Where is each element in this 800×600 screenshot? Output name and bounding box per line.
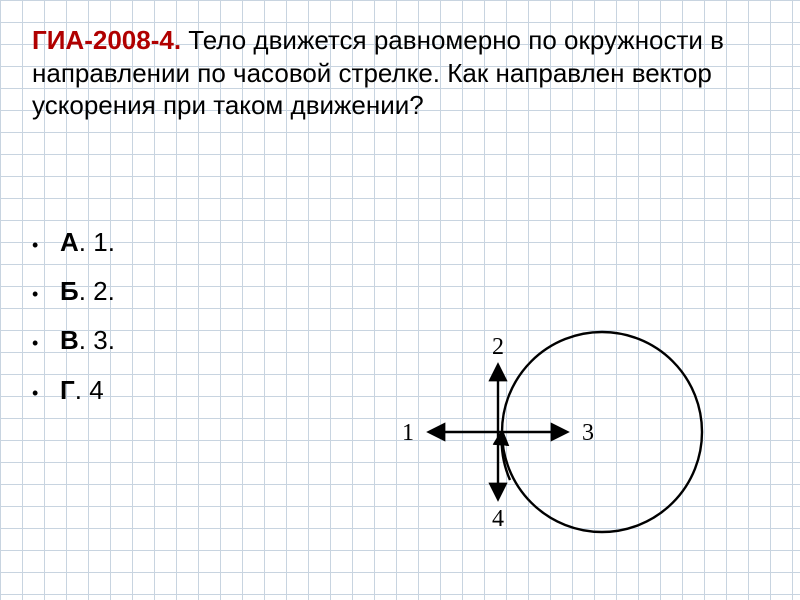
answer-sep: . — [79, 227, 93, 257]
answer-letter: В — [60, 325, 79, 355]
answer-letter: Б — [60, 276, 79, 306]
bullet-icon: • — [32, 228, 60, 262]
question-text: ГИА-2008-4. Тело движется равномерно по … — [32, 24, 768, 122]
label-left: 1 — [402, 420, 414, 446]
physics-diagram: 2 3 4 1 — [370, 300, 750, 560]
answer-item: • А. 1. — [32, 218, 768, 267]
label-top: 2 — [492, 334, 504, 360]
answer-letter: А — [60, 227, 79, 257]
arrow-cross — [430, 366, 566, 498]
diagram-svg: 2 3 4 1 — [370, 300, 750, 560]
answer-value: 4 — [89, 375, 103, 405]
label-bottom: 4 — [492, 506, 504, 532]
bullet-icon: • — [32, 277, 60, 311]
answer-letter: Г — [60, 375, 75, 405]
answer-value: 1 — [93, 227, 107, 257]
question-prefix: ГИА-2008-4. — [32, 25, 181, 55]
answer-value: 2 — [93, 276, 107, 306]
answer-sep: . — [75, 375, 89, 405]
bullet-icon: • — [32, 376, 60, 410]
bullet-icon: • — [32, 326, 60, 360]
answer-value: 3 — [93, 325, 107, 355]
answer-sep: . — [79, 276, 93, 306]
label-right: 3 — [582, 420, 594, 446]
answer-sep: . — [79, 325, 93, 355]
